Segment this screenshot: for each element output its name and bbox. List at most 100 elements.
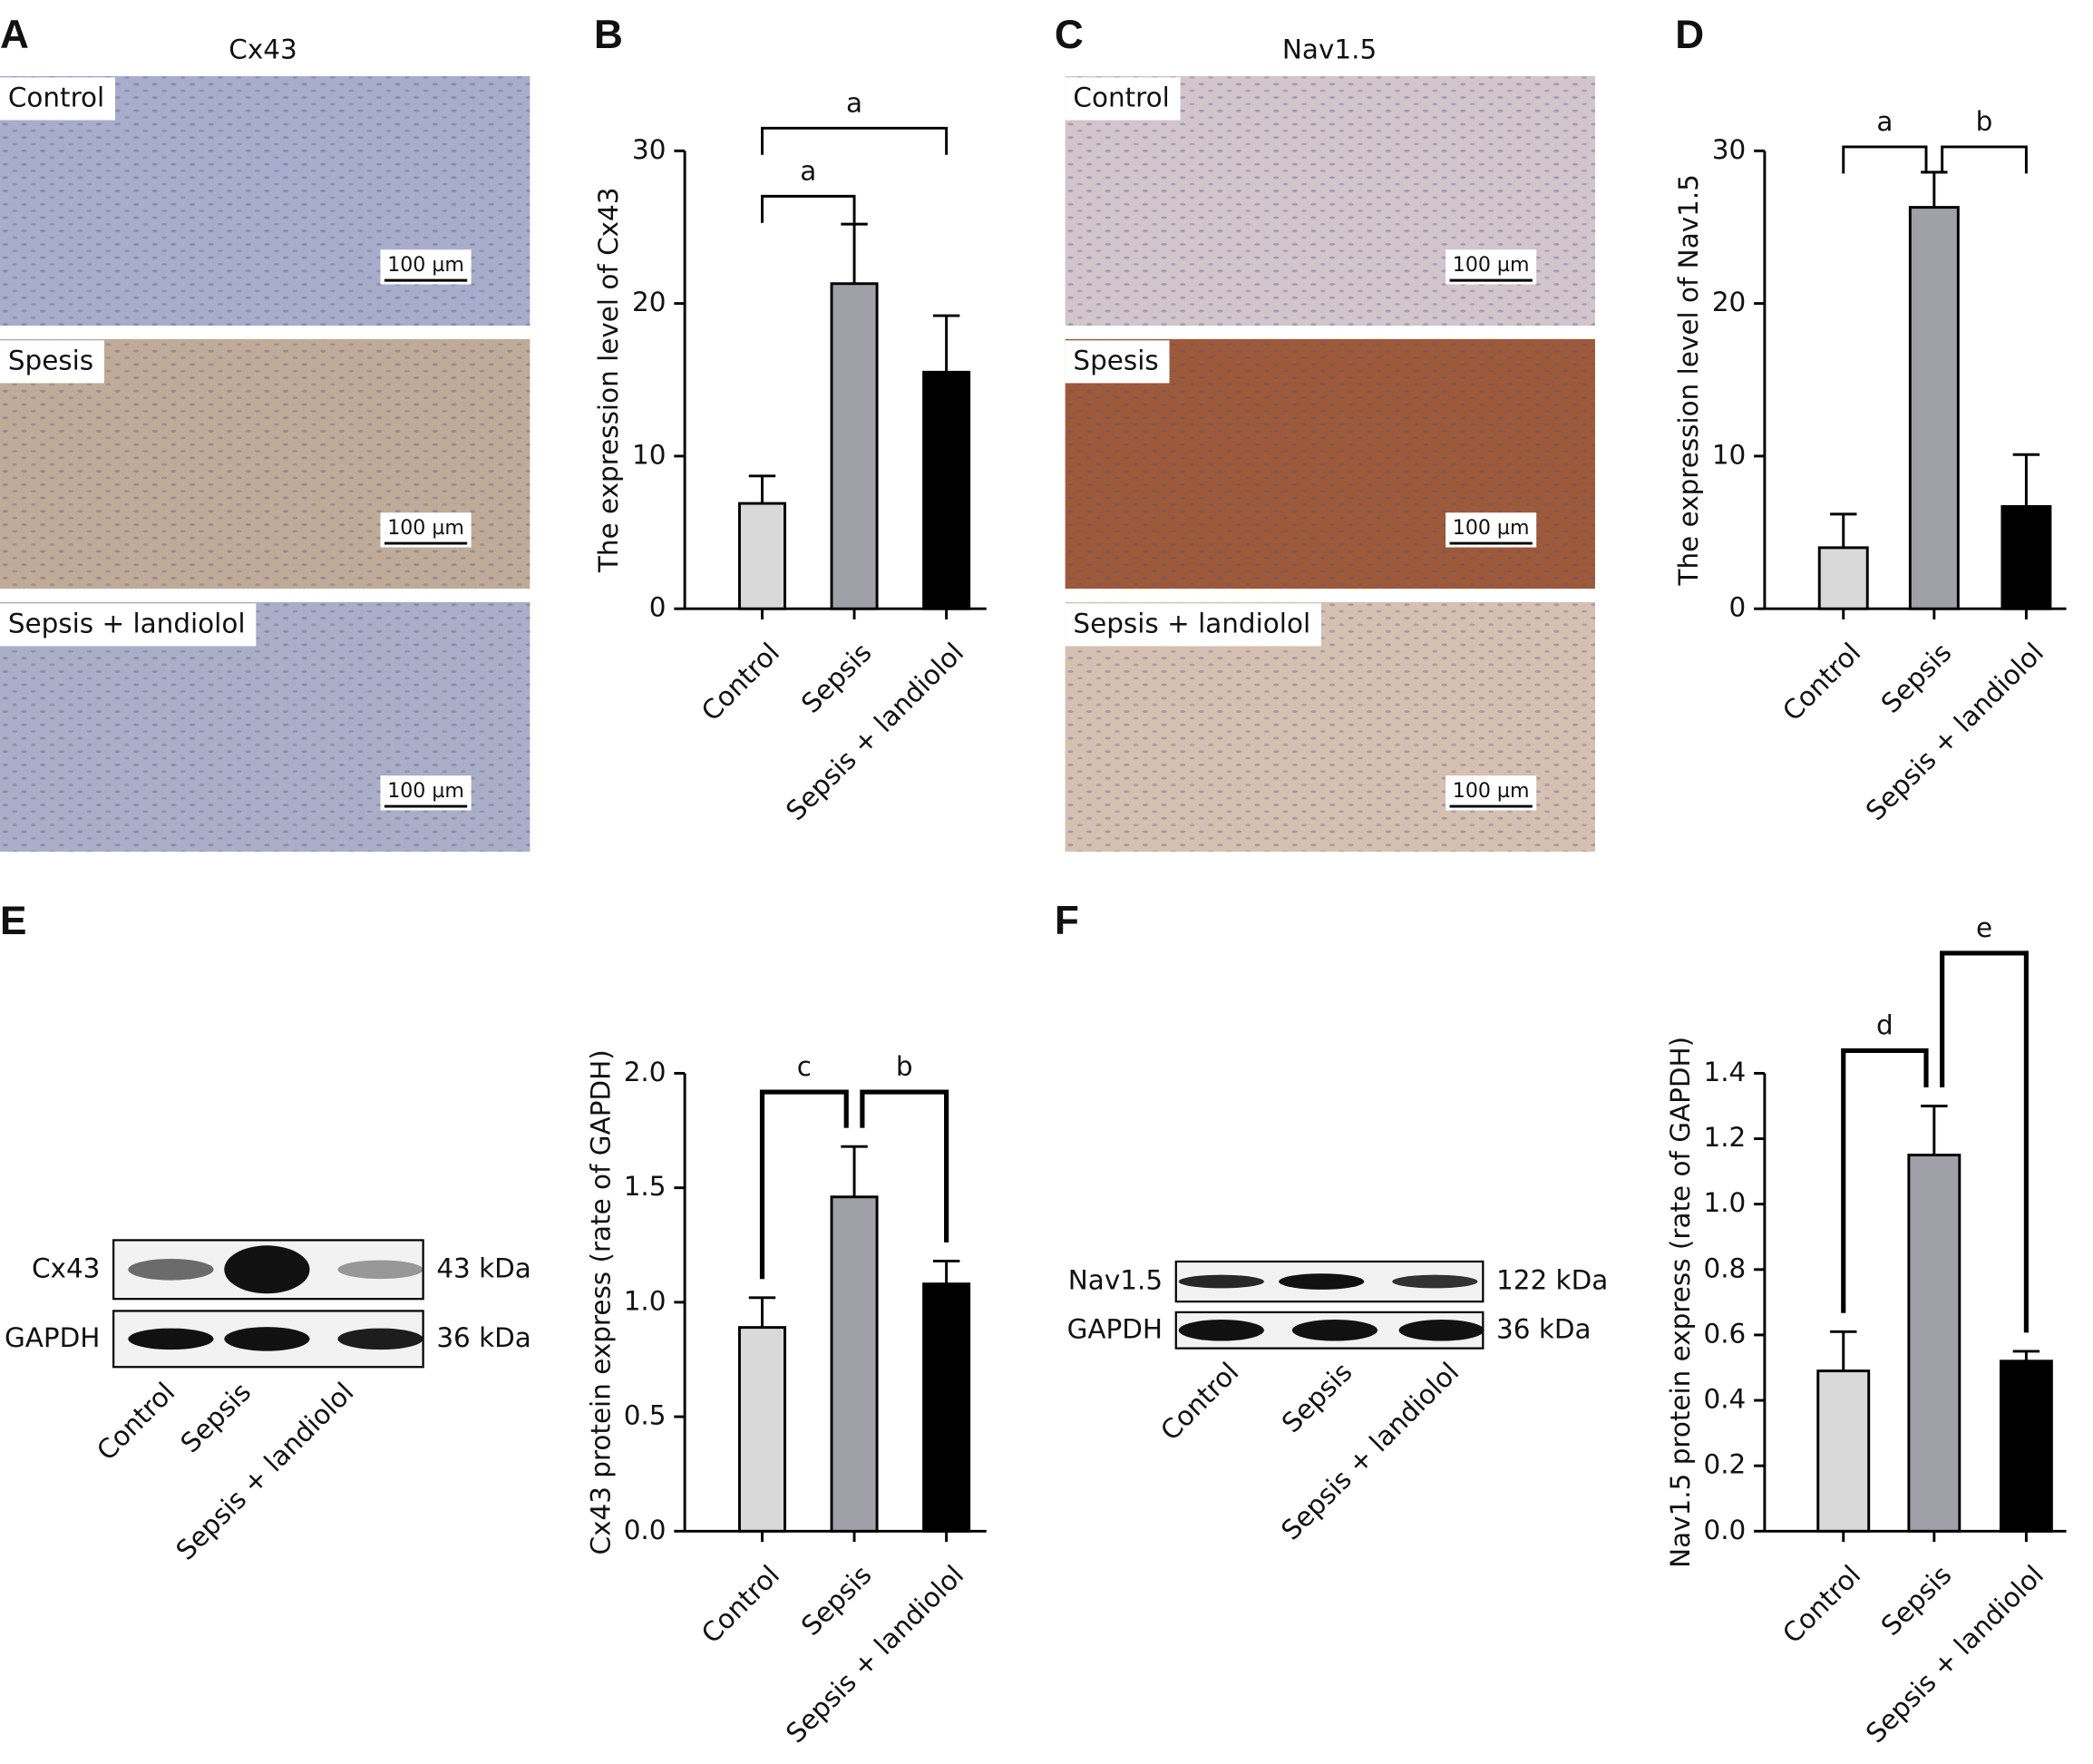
- x-tick-label: Sepsis: [795, 637, 878, 719]
- label-box: [0, 340, 104, 384]
- y-tick-label: 10: [1712, 439, 1746, 470]
- x-tick-label: Sepsis: [1875, 637, 1958, 719]
- protein-label: GAPDH: [1067, 1313, 1163, 1344]
- x-tick-label: Control: [696, 637, 785, 726]
- y-tick-label: 0.0: [624, 1515, 667, 1545]
- label-box: [1065, 340, 1170, 384]
- protein-label: GAPDH: [5, 1322, 100, 1353]
- error-bar: [748, 474, 776, 504]
- x-tick-label: Control: [696, 1559, 785, 1649]
- significance-bracket: [1940, 950, 2029, 1333]
- significance-label: a: [800, 155, 816, 186]
- scale-bar-label: 100 µm: [1453, 254, 1530, 277]
- lane-label: Control: [91, 1377, 180, 1467]
- y-tick-label: 0.5: [624, 1400, 667, 1431]
- y-tick-label: 2.0: [624, 1057, 667, 1087]
- panel-letter: C: [1055, 13, 1084, 57]
- bar: [737, 1326, 786, 1533]
- error-bar: [932, 314, 960, 373]
- scale-bar-label: 100 µm: [1453, 780, 1530, 803]
- blot-band: [337, 1260, 423, 1280]
- scale-bar-label: 100 µm: [387, 254, 464, 277]
- y-axis-label: Cx43 protein express (rate of GAPDH): [585, 1049, 616, 1554]
- image-label: Spesis: [8, 345, 93, 375]
- bar: [1817, 546, 1869, 610]
- label-box: [1065, 603, 1321, 647]
- bar: [737, 502, 786, 610]
- scale-box: [380, 512, 472, 548]
- bar: [1999, 1360, 2053, 1533]
- bar: [922, 1282, 971, 1533]
- blot-band: [224, 1327, 310, 1351]
- x-tick-label: Sepsis + landiolol: [780, 637, 969, 826]
- scale-box: [1446, 249, 1537, 285]
- blot-band: [337, 1328, 423, 1350]
- y-tick-label: 30: [632, 134, 666, 165]
- error-bar: [748, 1296, 776, 1328]
- scale-box: [1446, 512, 1537, 548]
- significance-bracket: [761, 194, 856, 223]
- error-bar: [841, 222, 868, 284]
- size-label: 43 kDa: [436, 1252, 531, 1283]
- size-label: 122 kDa: [1496, 1265, 1608, 1296]
- y-tick-label: 0.0: [1703, 1515, 1746, 1545]
- y-tick-label: 1.0: [1703, 1187, 1746, 1218]
- x-tick-label: Sepsis + landiolol: [780, 1559, 969, 1749]
- bar: [922, 370, 971, 610]
- panel-letter: F: [1055, 899, 1079, 943]
- significance-label: b: [1976, 106, 1993, 137]
- y-tick-label: 1.2: [1703, 1122, 1746, 1153]
- y-axis-label: Nav1.5 protein express (rate of GAPDH): [1665, 1037, 1696, 1568]
- bar: [830, 1195, 879, 1533]
- blot-band: [1398, 1319, 1485, 1341]
- bar: [1816, 1369, 1871, 1533]
- x-tick-label: Sepsis + landiolol: [1860, 637, 2049, 826]
- panel-letter: B: [594, 13, 623, 57]
- scale-bar-label: 100 µm: [1453, 517, 1530, 540]
- y-tick-label: 0: [1729, 592, 1747, 623]
- significance-label: c: [797, 1051, 812, 1082]
- error-bar: [841, 1145, 868, 1197]
- significance-bracket: [761, 126, 949, 155]
- image-label: Sepsis + landiolol: [8, 608, 246, 638]
- significance-bracket: [860, 1089, 949, 1243]
- protein-label: Nav1.5: [1068, 1265, 1163, 1296]
- y-tick-label: 10: [632, 439, 666, 470]
- x-tick-label: Control: [1777, 637, 1866, 726]
- image-label: Control: [8, 82, 104, 112]
- scale-bar-label: 100 µm: [387, 780, 464, 803]
- y-tick-label: 0.2: [1703, 1449, 1746, 1480]
- error-bar: [1830, 1330, 1857, 1371]
- y-axis-label: The expression level of Nav1.5: [1673, 174, 1704, 586]
- significance-bracket: [759, 1089, 849, 1280]
- significance-label: e: [1976, 912, 1992, 943]
- bar: [1907, 1154, 1962, 1533]
- significance-bracket: [1841, 1048, 1929, 1313]
- label-box: [1065, 77, 1181, 121]
- error-bar: [2012, 453, 2040, 507]
- x-tick-label: Sepsis: [795, 1559, 878, 1642]
- error-bar: [2012, 1350, 2040, 1361]
- blot-band: [128, 1259, 214, 1281]
- significance-label: a: [846, 87, 862, 118]
- protein-label: Cx43: [32, 1252, 100, 1283]
- scale-bar-label: 100 µm: [387, 517, 464, 540]
- bar: [830, 282, 879, 610]
- significance-bracket: [1941, 145, 2028, 174]
- error-bar: [932, 1259, 960, 1284]
- blot-band: [1178, 1319, 1264, 1341]
- panel-title: Nav1.5: [1282, 34, 1377, 64]
- y-tick-label: 1.0: [624, 1285, 667, 1316]
- size-label: 36 kDa: [436, 1322, 531, 1353]
- label-box: [0, 77, 115, 121]
- significance-label: a: [1876, 106, 1893, 137]
- error-bar: [1921, 1105, 1948, 1155]
- lane-label: Sepsis + landiolol: [170, 1377, 360, 1566]
- y-tick-label: 20: [1712, 287, 1746, 317]
- size-label: 36 kDa: [1496, 1313, 1592, 1344]
- error-bar: [1921, 171, 1948, 208]
- bar: [2001, 504, 2052, 610]
- image-label: Spesis: [1073, 345, 1158, 375]
- blot-band: [128, 1328, 214, 1350]
